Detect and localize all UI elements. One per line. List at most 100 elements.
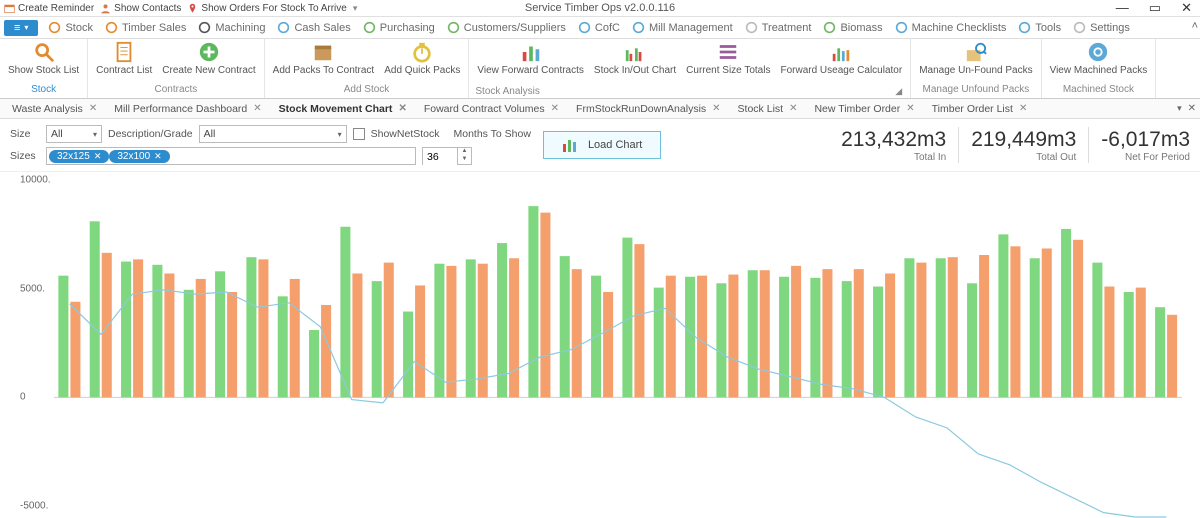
bar-out [885,273,895,397]
show-orders-arrive-button[interactable]: Show Orders For Stock To Arrive [187,3,346,14]
dialog-launcher-icon[interactable]: ◢ [895,86,902,97]
ribbon-stock-in-out-chart-button[interactable]: Stock In/Out Chart [592,41,678,76]
bars2-icon [624,41,646,63]
bar-in [748,270,758,397]
tab-close-icon[interactable]: ✕ [398,103,406,114]
description-select-value: All [204,128,216,140]
tab-stock-list[interactable]: Stock List✕ [730,101,807,117]
bar-in [936,258,946,397]
tab-stock-movement-chart[interactable]: Stock Movement Chart ✕ [271,101,416,117]
size-select[interactable]: All▾ [46,125,102,143]
tab-close-icon[interactable]: ✕ [253,103,261,114]
main-menu: ≡▾ Stock Timber Sales Machining Cash Sales P… [0,17,1200,39]
window-restore-button[interactable]: ▭ [1149,0,1161,16]
menu-treatment[interactable]: Treatment [745,21,812,34]
menu-settings[interactable]: Settings [1073,21,1130,34]
bar-out [415,285,425,397]
bar-out [854,269,864,397]
show-contacts-button[interactable]: Show Contacts [100,3,181,14]
ribbon-add-quick-packs-button[interactable]: Add Quick Packs [382,41,462,76]
quick-access-overflow-icon[interactable]: ▾ [353,3,358,14]
tab-foward-contract-volumes[interactable]: Foward Contract Volumes✕ [416,101,568,117]
menu-biomass[interactable]: Biomass [823,21,882,34]
ribbon-manage-un-found-packs-button[interactable]: Manage Un-Found Packs [917,41,1034,76]
tab-mill-performance-dashboard[interactable]: Mill Performance Dashboard✕ [106,101,270,117]
window-minimize-button[interactable]: — [1116,0,1129,16]
tab-close-icon[interactable]: ✕ [712,103,720,114]
ribbon-forward-useage-calculator-button[interactable]: Forward Useage Calculator [778,41,904,76]
ribbon-group-label: Stock [6,84,81,98]
chevron-down-icon: ▾ [93,130,97,139]
menu-machine-checklists[interactable]: Machine Checklists [895,21,1007,34]
menu-icon [277,21,290,34]
file-menu-button[interactable]: ≡▾ [4,20,38,36]
chip-remove-icon[interactable]: ✕ [154,151,162,162]
ribbon-show-stock-list-button[interactable]: Show Stock List [6,41,81,76]
ribbon-view-machined-packs-button[interactable]: View Machined Packs [1048,41,1150,76]
months-stepper[interactable]: ▲▼ [422,147,472,165]
tab-close-icon[interactable]: ✕ [1019,103,1027,114]
description-label: Description/Grade [108,128,193,140]
ribbon-expand-icon[interactable]: ˄ [1192,20,1198,32]
stat-net: -6,017m3 Net For Period [1101,128,1190,163]
months-input[interactable] [423,148,457,166]
ribbon-view-forward-contracts-button[interactable]: View Forward Contracts [475,41,586,76]
tabstrip-overflow-icon[interactable]: ▾ [1177,103,1182,114]
size-chip[interactable]: 32x100✕ [109,150,169,163]
menu-item-label: Customers/Suppliers [464,22,566,34]
tab-label: Stock Movement Chart [279,103,393,115]
bar-in [403,312,413,398]
load-chart-button[interactable]: Load Chart [543,131,661,159]
show-orders-arrive-label: Show Orders For Stock To Arrive [201,3,346,14]
create-reminder-button[interactable]: Create Reminder [4,3,94,14]
ribbon-contract-list-button[interactable]: Contract List [94,41,154,76]
menu-cash-sales[interactable]: Cash Sales [277,21,350,34]
step-up-icon[interactable]: ▲ [458,148,471,156]
menu-stock[interactable]: Stock [48,21,93,34]
menu-item-label: Machine Checklists [912,22,1007,34]
bar-out [227,292,237,397]
ribbon-add-packs-to-contract-button[interactable]: Add Packs To Contract [271,41,377,76]
sizes-input[interactable]: 32x125✕32x100✕ [46,147,416,165]
menu-item-label: Treatment [762,22,812,34]
bar-in [779,277,789,398]
menu-customers-suppliers[interactable]: Customers/Suppliers [447,21,566,34]
tab-waste-analysis[interactable]: Waste Analysis✕ [4,101,106,117]
tab-label: Timber Order List [932,103,1013,115]
ribbon-create-new-contract-button[interactable]: Create New Contract [160,41,257,76]
bar-out [822,269,832,397]
window-close-button[interactable]: ✕ [1181,0,1192,16]
tab-close-icon[interactable]: ✕ [551,103,559,114]
menu-timber-sales[interactable]: Timber Sales [105,21,186,34]
stat-total-in-label: Total In [841,152,946,163]
tab-close-icon[interactable]: ✕ [89,103,97,114]
ribbon-current-size-totals-button[interactable]: Current Size Totals [684,41,772,76]
menu-purchasing[interactable]: Purchasing [363,21,435,34]
menu-tools[interactable]: Tools [1018,21,1061,34]
bar-in [1155,307,1165,397]
tab-frmstockrundownanalysis[interactable]: FrmStockRunDownAnalysis✕ [568,101,730,117]
menu-machining[interactable]: Machining [198,21,265,34]
chip-remove-icon[interactable]: ✕ [94,151,102,162]
ribbon-group-label: Stock Analysis◢ [475,84,904,98]
bar-in [716,283,726,397]
menu-mill-management[interactable]: Mill Management [632,21,733,34]
description-select[interactable]: All▾ [199,125,347,143]
menu-icon [1073,21,1086,34]
tab-close-icon[interactable]: ✕ [789,103,797,114]
menu-item-label: Cash Sales [294,22,350,34]
tab-timber-order-list[interactable]: Timber Order List ✕ [924,101,1037,117]
ribbon-button-label: Current Size Totals [686,65,770,76]
sizes-label: Sizes [10,150,40,162]
tab-close-icon[interactable]: ✕ [906,103,914,114]
step-down-icon[interactable]: ▼ [458,156,471,164]
tabstrip-close-all-icon[interactable]: ✕ [1188,103,1196,114]
menu-cofc[interactable]: CofC [578,21,620,34]
size-chip[interactable]: 32x125✕ [49,150,109,163]
show-net-stock-checkbox[interactable] [353,128,365,140]
tab-new-timber-order[interactable]: New Timber Order✕ [806,101,923,117]
menu-item-label: Purchasing [380,22,435,34]
size-label: Size [10,128,40,140]
bar-out [1104,287,1114,398]
bar-out [540,213,550,398]
